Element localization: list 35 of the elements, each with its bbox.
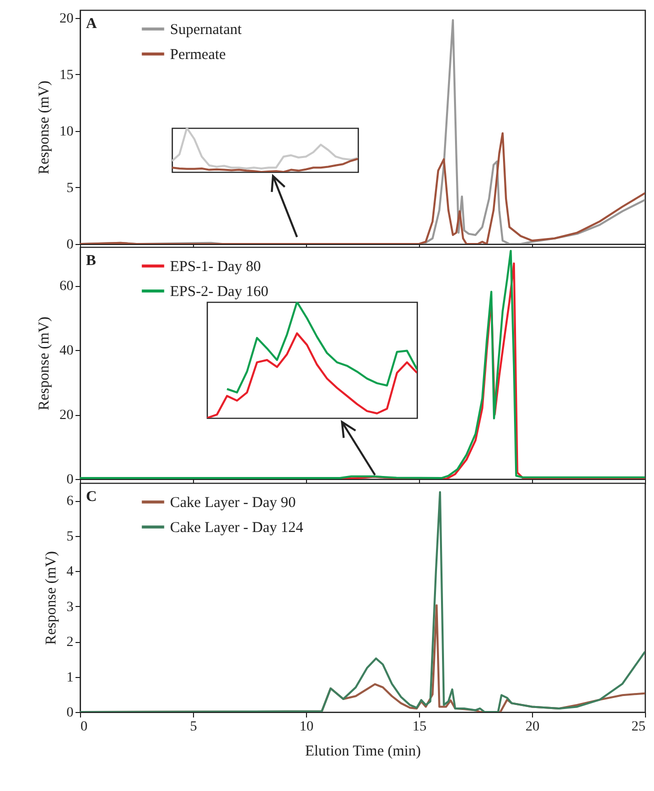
legend-label: Permeate — [170, 47, 226, 63]
y-tick-label: 6 — [66, 494, 74, 510]
y-tick-label: 20 — [60, 11, 74, 26]
y-tick-label: 40 — [60, 344, 74, 359]
y-tick-label: 4 — [66, 564, 74, 580]
y-tick-label: 20 — [60, 408, 74, 424]
x-tick-label: 20 — [526, 720, 540, 734]
y-axis-title: Response (mV) — [44, 551, 60, 645]
legend-label: Cake Layer - Day 90 — [170, 495, 296, 511]
y-tick-label: 1 — [66, 670, 74, 686]
x-axis-title: Elution Time (min) — [305, 744, 421, 760]
y-tick-label: 0 — [66, 706, 74, 720]
x-tick-label: 0 — [80, 720, 88, 734]
chart-title: A — [86, 16, 97, 32]
y-tick-label: 3 — [66, 600, 74, 615]
x-tick-label: 5 — [190, 720, 197, 734]
chart-title: C — [86, 489, 97, 505]
legend-label: EPS-1- Day 80 — [170, 259, 261, 275]
y-tick-label: 5 — [66, 180, 74, 196]
y-tick-label: 5 — [66, 529, 74, 544]
y-tick-label: 15 — [60, 68, 74, 83]
x-tick-label: 15 — [412, 720, 426, 734]
y-tick-label: 0 — [66, 472, 74, 488]
y-axis-title: Response (mV) — [36, 316, 52, 410]
y-tick-label: 2 — [66, 635, 74, 650]
legend-label: Cake Layer - Day 124 — [170, 520, 304, 536]
y-tick-label: 0 — [66, 238, 74, 252]
legend-label: EPS-2- Day 160 — [170, 284, 268, 300]
y-tick-label: 10 — [60, 124, 74, 140]
y-axis-title: Response (mV) — [36, 80, 52, 174]
legend-label: Supernatant — [170, 22, 242, 38]
chart-title: B — [86, 253, 96, 269]
x-tick-label: 10 — [300, 720, 314, 734]
y-tick-label: 60 — [60, 279, 74, 294]
x-tick-label: 25 — [632, 720, 646, 734]
